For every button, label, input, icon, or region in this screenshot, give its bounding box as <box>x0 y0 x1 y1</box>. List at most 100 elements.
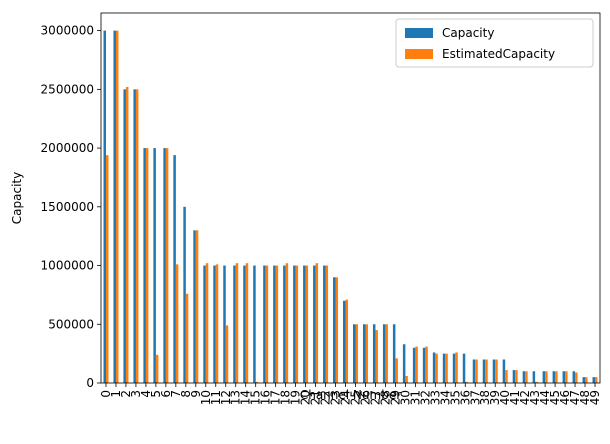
bar-estimatedcapacity-3 <box>135 89 139 383</box>
y-tick-label: 1000000 <box>41 259 94 273</box>
bar-capacity-14 <box>243 265 246 383</box>
x-tick-label: 29 <box>388 390 402 405</box>
bar-capacity-11 <box>213 265 216 383</box>
bar-estimatedcapacity-13 <box>235 263 239 383</box>
bar-capacity-17 <box>273 265 276 383</box>
bar-estimatedcapacity-47 <box>575 372 578 383</box>
bar-capacity-37 <box>472 359 476 383</box>
bar-estimatedcapacity-34 <box>445 353 448 383</box>
x-tick-label: 32 <box>418 390 432 405</box>
bar-capacity-36 <box>462 353 466 383</box>
bar-estimatedcapacity-18 <box>285 263 289 383</box>
bar-estimatedcapacity-28 <box>385 324 388 383</box>
y-axis: 0 500000 1000000 1500000 2000000 2500000 30000… <box>41 24 101 390</box>
bar-capacity-3 <box>133 89 136 383</box>
x-tick-label: 45 <box>548 390 562 405</box>
bar-estimatedcapacity-4 <box>145 148 149 383</box>
x-tick-label: 15 <box>249 390 263 405</box>
bar-estimatedcapacity-24 <box>345 299 349 383</box>
bar-capacity-10 <box>203 265 206 383</box>
bar-capacity-2 <box>123 89 126 383</box>
x-tick-label: 19 <box>289 390 303 405</box>
x-tick-label: 16 <box>259 390 273 405</box>
x-tick-label: 14 <box>239 390 253 405</box>
y-tick-label: 1500000 <box>41 200 94 214</box>
bar-capacity-6 <box>163 148 166 383</box>
x-tick-label: 48 <box>578 390 592 405</box>
bar-capacity-26 <box>362 324 366 383</box>
bar-estimatedcapacity-30 <box>405 375 408 383</box>
bar-estimatedcapacity-16 <box>265 265 269 383</box>
bar-capacity-30 <box>402 344 406 383</box>
bar-capacity-8 <box>183 206 186 383</box>
bar-capacity-20 <box>303 265 306 383</box>
bar-capacity-48 <box>582 377 586 383</box>
x-tick-label: 12 <box>219 390 233 405</box>
bar-estimatedcapacity-42 <box>525 371 528 383</box>
x-tick-label: 9 <box>189 390 203 398</box>
x-tick-label: 40 <box>498 390 512 405</box>
bar-estimatedcapacity-36 <box>465 381 468 383</box>
legend-swatch-estimatedcapacity <box>405 49 433 59</box>
x-tick-label: 41 <box>508 390 522 405</box>
bar-estimatedcapacity-2 <box>125 87 129 383</box>
bar-capacity-4 <box>143 148 146 383</box>
bar-estimatedcapacity-29 <box>395 358 398 383</box>
x-tick-label: 22 <box>319 390 333 405</box>
bar-estimatedcapacity-44 <box>545 371 548 383</box>
x-tick-label: 36 <box>458 390 472 405</box>
bar-estimatedcapacity-6 <box>165 148 169 383</box>
bar-capacity-39 <box>492 359 496 383</box>
bar-capacity-12 <box>223 265 226 383</box>
x-tick-label: 27 <box>368 390 382 405</box>
bar-capacity-25 <box>353 324 356 383</box>
bar-estimatedcapacity-14 <box>245 263 249 383</box>
bar-estimatedcapacity-19 <box>295 265 299 383</box>
x-tick-label: 10 <box>199 390 213 405</box>
bar-capacity-31 <box>412 347 416 383</box>
bar-capacity-13 <box>233 265 236 383</box>
bar-estimatedcapacity-39 <box>495 359 498 383</box>
bar-estimatedcapacity-41 <box>515 370 518 383</box>
x-tick-label: 23 <box>329 390 343 405</box>
legend-label-estimatedcapacity: EstimatedCapacity <box>442 47 555 61</box>
bar-estimatedcapacity-15 <box>255 381 259 383</box>
bar-estimatedcapacity-46 <box>565 371 568 383</box>
x-tick-label: 39 <box>488 390 502 405</box>
y-tick-label: 0 <box>86 376 94 390</box>
x-tick-label: 38 <box>478 390 492 405</box>
x-tick-label: 6 <box>159 390 173 398</box>
x-tick-label: 1 <box>109 390 123 398</box>
bar-capacity-18 <box>283 265 286 383</box>
bar-capacity-21 <box>313 265 316 383</box>
bar-capacity-45 <box>552 371 556 383</box>
bar-estimatedcapacity-31 <box>415 346 418 383</box>
x-tick-label: 17 <box>269 390 283 405</box>
bar-capacity-42 <box>522 371 526 383</box>
x-tick-label: 2 <box>119 390 133 398</box>
x-tick-label: 21 <box>309 390 323 405</box>
y-tick-label: 500000 <box>48 317 94 331</box>
legend: Capacity EstimatedCapacity <box>395 18 594 68</box>
bar-estimatedcapacity-1 <box>115 30 119 384</box>
bar-estimatedcapacity-25 <box>355 324 358 383</box>
bar-capacity-47 <box>572 371 576 383</box>
bar-capacity-41 <box>512 370 516 383</box>
bar-estimatedcapacity-5 <box>155 354 159 383</box>
x-tick-label: 7 <box>169 390 183 398</box>
bar-estimatedcapacity-8 <box>185 293 189 383</box>
bar-estimatedcapacity-21 <box>315 263 319 383</box>
x-tick-label: 47 <box>568 390 582 405</box>
bar-capacity-27 <box>372 324 376 383</box>
bar-estimatedcapacity-9 <box>195 230 199 383</box>
bar-capacity-28 <box>382 324 386 383</box>
bar-estimatedcapacity-45 <box>555 371 558 383</box>
x-tick-label: 25 <box>348 390 362 405</box>
bar-capacity-29 <box>392 324 396 383</box>
x-tick-label: 34 <box>438 390 452 405</box>
bar-estimatedcapacity-33 <box>435 353 438 383</box>
bar-capacity-22 <box>323 265 326 383</box>
bar-estimatedcapacity-49 <box>595 377 598 383</box>
x-tick-label: 44 <box>538 390 552 405</box>
